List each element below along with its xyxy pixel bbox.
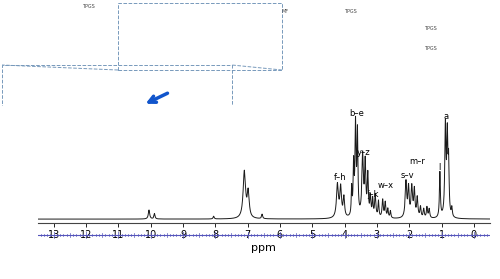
Text: f–h: f–h (334, 173, 346, 182)
X-axis label: ppm: ppm (252, 243, 276, 253)
Text: y–z: y–z (356, 148, 370, 157)
Text: TPGS: TPGS (344, 8, 356, 13)
Text: TPGS: TPGS (424, 45, 436, 50)
Bar (2, 65, 232, 106)
Text: TPGS: TPGS (82, 4, 94, 8)
Bar (118, 3, 282, 70)
Text: l: l (438, 163, 441, 172)
Text: MF: MF (282, 8, 288, 13)
Text: TPGS: TPGS (424, 25, 436, 30)
Text: w–x: w–x (378, 181, 394, 190)
Text: s–v: s–v (401, 171, 414, 180)
Text: m–r: m–r (410, 157, 425, 166)
Text: a: a (444, 112, 449, 121)
Text: b–e: b–e (350, 109, 364, 118)
Text: j–k: j–k (367, 189, 378, 199)
